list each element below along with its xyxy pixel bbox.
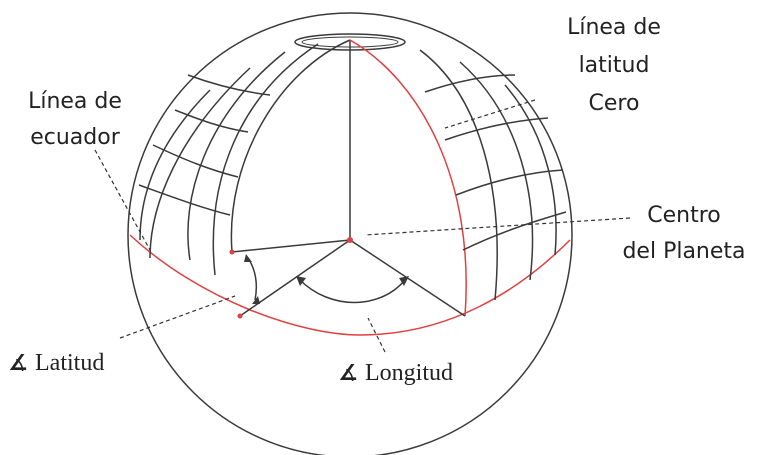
label-latitud-cero-3: Cero — [589, 91, 640, 116]
angle-symbol-longitud: ∡ — [338, 361, 358, 386]
label-centro-1: Centro — [647, 203, 721, 228]
left-grid-meridians — [139, 43, 319, 276]
label-centro-2: del Planeta — [622, 239, 745, 264]
leader-lines — [94, 99, 631, 353]
left-cut-meridian — [230, 39, 351, 253]
longitude-arrow-left — [296, 276, 306, 286]
label-ecuador-1: Línea de — [28, 89, 122, 114]
longitude-arrow-right — [399, 276, 409, 286]
right-grid-parallels — [424, 74, 567, 251]
latitude-arrow-top — [244, 254, 252, 262]
angle-symbol-latitud: ∡ — [8, 351, 28, 376]
left-grid-parallels — [138, 74, 271, 216]
latitude-arrow-bottom — [252, 296, 260, 304]
label-latitud-cero-1: Línea de — [567, 15, 661, 40]
equator-line — [129, 234, 571, 336]
latitude-angle-arc — [247, 257, 258, 301]
right-grid-meridians — [419, 49, 557, 301]
label-latitud-cero-2: latitud — [579, 53, 650, 78]
longitude-angle-arc — [299, 279, 406, 304]
sphere-outline — [127, 12, 573, 455]
label-longitud-angle: Longitud — [365, 360, 453, 386]
center-dot — [347, 237, 353, 243]
label-ecuador-2: ecuador — [30, 125, 120, 150]
label-latitud-angle: Latitud — [35, 350, 104, 376]
equator-dot-left — [229, 249, 235, 255]
latitude-dot — [237, 313, 243, 319]
prime-meridian — [349, 39, 467, 317]
cut-face-lines — [231, 239, 466, 317]
